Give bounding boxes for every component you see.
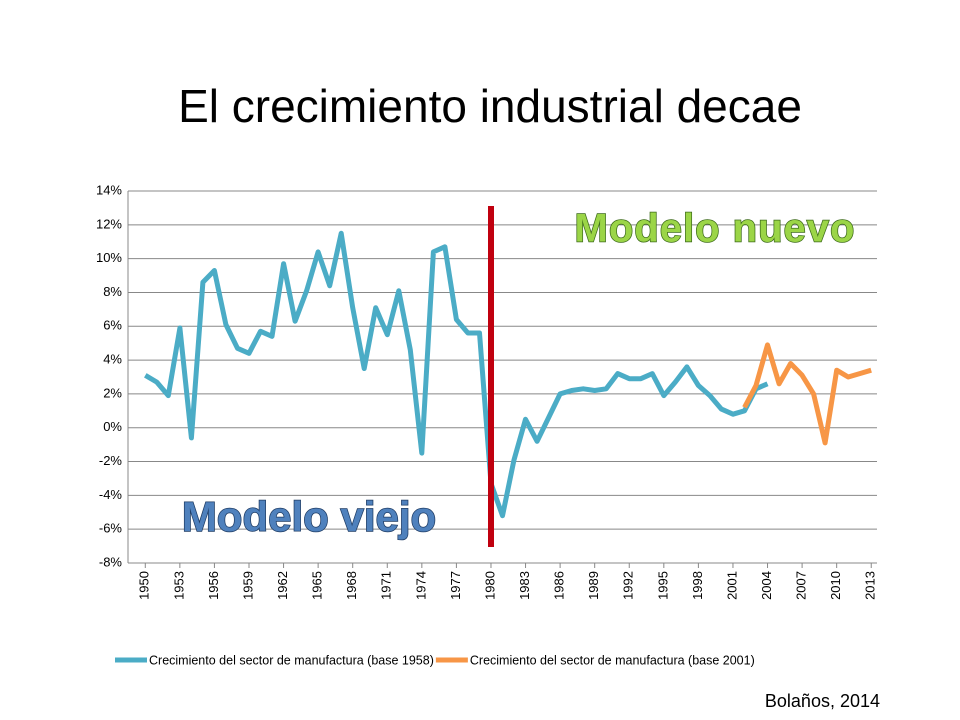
x-tick-label: 1995 <box>655 571 670 600</box>
y-tick-label: 12% <box>96 216 122 231</box>
y-tick-label: -4% <box>99 487 123 502</box>
x-tick-label: 1950 <box>137 571 152 600</box>
series-line <box>144 230 769 519</box>
y-tick-label: -2% <box>99 453 123 468</box>
x-tick-label: 1962 <box>275 571 290 600</box>
y-tick-label: 10% <box>96 250 122 265</box>
annotation: Modelo viejo <box>182 493 436 540</box>
x-tick-label: 1989 <box>586 571 601 600</box>
annotation: Modelo nuevo <box>575 207 856 251</box>
x-tick-label: 1998 <box>690 571 705 600</box>
x-tick-label: 1977 <box>448 571 463 600</box>
x-tick-label: 1983 <box>517 571 532 600</box>
x-tick-label: 1974 <box>413 571 428 600</box>
x-tick-label: 2001 <box>724 571 739 600</box>
x-tick-label: 1992 <box>621 571 636 600</box>
x-tick-label: 1953 <box>171 571 186 600</box>
y-tick-label: 2% <box>103 385 122 400</box>
x-tick-label: 2010 <box>828 571 843 600</box>
y-tick-label: -6% <box>99 521 123 536</box>
x-tick-label: 1959 <box>240 571 255 600</box>
y-tick-label: 8% <box>103 284 122 299</box>
y-tick-label: 0% <box>103 419 122 434</box>
x-tick-label: 2013 <box>863 571 878 600</box>
legend-label: Crecimiento del sector de manufactura (b… <box>470 653 755 667</box>
chart-title: El crecimiento industrial decae <box>178 80 802 132</box>
y-tick-label: 4% <box>103 352 122 367</box>
source: Bolaños, 2014 <box>765 691 880 711</box>
x-tick-label: 1956 <box>206 571 221 600</box>
x-tick-label: 2007 <box>794 571 809 600</box>
x-tick-label: 1980 <box>482 571 497 600</box>
x-tick-label: 1971 <box>379 571 394 600</box>
x-tick-label: 2004 <box>759 571 774 600</box>
y-tick-label: -8% <box>99 554 123 569</box>
x-tick-label: 1986 <box>552 571 567 600</box>
series-line <box>742 342 872 446</box>
y-tick-label: 6% <box>103 318 122 333</box>
legend-label: Crecimiento del sector de manufactura (b… <box>149 653 434 667</box>
x-tick-label: 1968 <box>344 571 359 600</box>
y-tick-label: 14% <box>96 182 122 197</box>
x-tick-label: 1965 <box>310 571 325 600</box>
